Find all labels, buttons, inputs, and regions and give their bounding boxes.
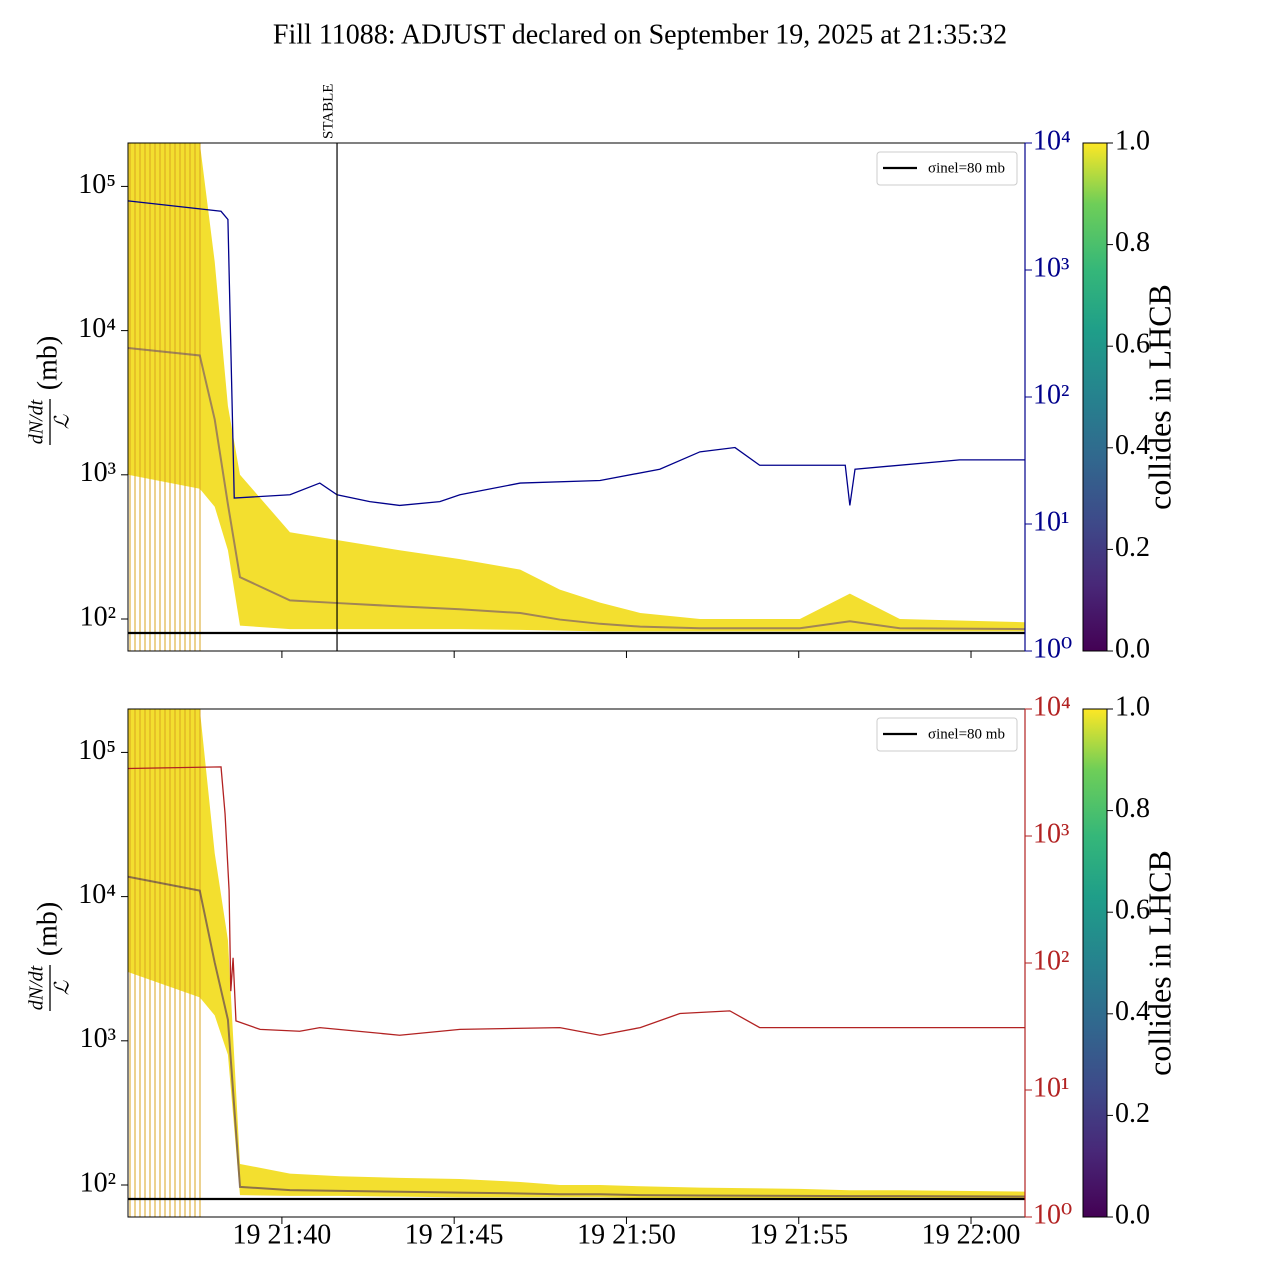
colorbar bbox=[1082, 708, 1108, 1218]
y-tick-label: 10² bbox=[80, 601, 116, 632]
y2-tick-label: 10⁰ bbox=[1033, 633, 1072, 664]
series-line bbox=[128, 200, 1025, 507]
plot-area bbox=[128, 143, 1025, 651]
colorbar-tick-label: 0.4 bbox=[1115, 430, 1150, 461]
colorbar-tick-label: 1.0 bbox=[1115, 691, 1150, 722]
y-label-denominator: ℒ bbox=[52, 414, 74, 429]
colorbar-tick-label: 0.2 bbox=[1115, 1098, 1150, 1129]
colorbar-tick-label: 0.4 bbox=[1115, 996, 1150, 1027]
y2-tick-label: 10⁴ bbox=[1033, 125, 1071, 156]
y-label-numerator: dN/dt bbox=[26, 399, 48, 444]
y-label-numerator: dN/dt bbox=[26, 965, 48, 1010]
y2-tick-label: 10² bbox=[1033, 379, 1069, 410]
band-area bbox=[128, 709, 1025, 1199]
band-core bbox=[128, 347, 1025, 631]
legend-label: σinel=80 mb bbox=[928, 160, 1005, 176]
x-tick-label: 19 21:50 bbox=[577, 1219, 676, 1250]
colorbar-tick-label: 1.0 bbox=[1115, 125, 1150, 156]
series-line bbox=[128, 766, 1025, 1036]
colorbar-tick-label: 0.8 bbox=[1115, 227, 1150, 258]
y-tick-label: 10² bbox=[80, 1167, 116, 1198]
y2-tick-label: 10² bbox=[1033, 945, 1069, 976]
x-tick-label: 19 22:00 bbox=[922, 1219, 1021, 1250]
colorbar-tick-label: 0.6 bbox=[1115, 329, 1150, 360]
plot-area bbox=[128, 709, 1025, 1217]
x-tick-label: 19 21:40 bbox=[233, 1219, 332, 1250]
y-tick-label: 10⁵ bbox=[78, 169, 116, 200]
y-label-unit: (mb) bbox=[32, 336, 63, 390]
legend-label: σinel=80 mb bbox=[928, 726, 1005, 742]
y2-tick-label: 10⁰ bbox=[1033, 1199, 1072, 1230]
annotation-label: STABLE bbox=[320, 84, 336, 139]
colorbar-label: collides in LHCB bbox=[1141, 850, 1177, 1076]
colorbar-tick-label: 0.6 bbox=[1115, 895, 1150, 926]
colorbar-tick-label: 0.8 bbox=[1115, 793, 1150, 824]
band-area bbox=[128, 143, 1025, 632]
y-tick-label: 10³ bbox=[80, 1023, 116, 1054]
x-tick-label: 19 21:55 bbox=[749, 1219, 848, 1250]
y-tick-label: 10⁵ bbox=[78, 735, 116, 766]
colorbar-label: collides in LHCB bbox=[1141, 284, 1177, 510]
y2-tick-label: 10¹ bbox=[1033, 506, 1069, 537]
colorbar-tick-label: 0.0 bbox=[1115, 633, 1150, 664]
y-tick-label: 10⁴ bbox=[78, 879, 116, 910]
x-tick-label: 19 21:45 bbox=[405, 1219, 504, 1250]
y-label: dN/dt ℒ (mb) bbox=[26, 336, 74, 445]
legend-box bbox=[876, 717, 1018, 752]
colorbar-tick-label: 0.2 bbox=[1115, 532, 1150, 563]
band-core bbox=[128, 875, 1025, 1198]
plot-frame bbox=[127, 708, 1026, 1218]
y2-tick-label: 10³ bbox=[1033, 252, 1069, 283]
y-label-denominator: ℒ bbox=[52, 980, 74, 995]
colorbar bbox=[1082, 142, 1108, 652]
y2-tick-label: 10⁴ bbox=[1033, 691, 1071, 722]
y-label-unit: (mb) bbox=[32, 902, 63, 956]
y-tick-label: 10³ bbox=[80, 457, 116, 488]
y-tick-label: 10⁴ bbox=[78, 313, 116, 344]
y2-tick-label: 10³ bbox=[1033, 818, 1069, 849]
y-label: dN/dt ℒ (mb) bbox=[26, 902, 74, 1011]
y2-tick-label: 10¹ bbox=[1033, 1072, 1069, 1103]
colorbar-tick-label: 0.0 bbox=[1115, 1199, 1150, 1230]
legend-box bbox=[876, 151, 1018, 186]
figure-title: Fill 11088: ADJUST declared on September… bbox=[273, 19, 1007, 50]
